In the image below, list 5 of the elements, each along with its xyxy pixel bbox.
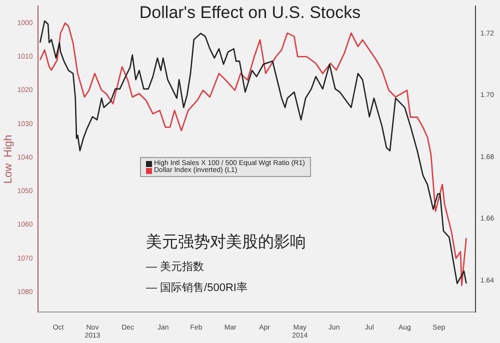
chart-title: Dollar's Effect on U.S. Stocks <box>139 3 361 22</box>
annotation: — 美元指数 <box>146 260 206 274</box>
y-axis-title: Low High <box>2 134 15 184</box>
annotation: 美元强势对美股的影响 <box>146 232 306 253</box>
annotation: — 国际销售/500RI率 <box>146 280 248 295</box>
